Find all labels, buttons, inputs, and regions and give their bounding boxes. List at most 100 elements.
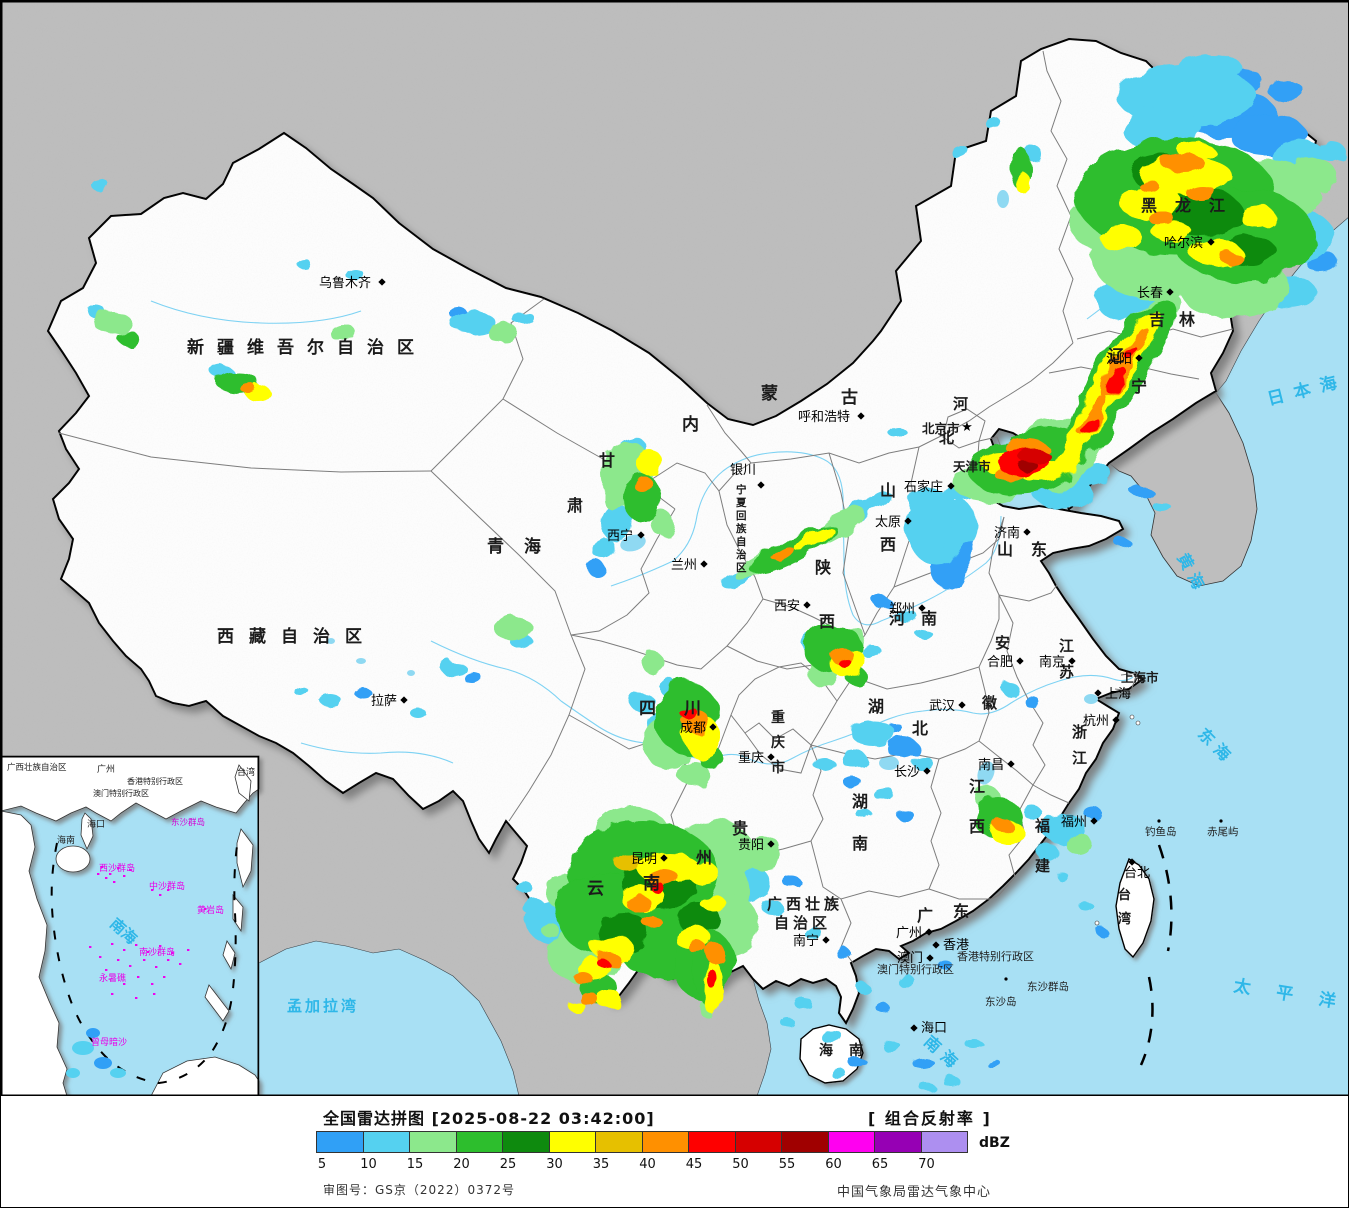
- radar-echo: [1289, 158, 1337, 194]
- city-label: 长春: [1137, 286, 1163, 301]
- radar-echo: [822, 1031, 844, 1045]
- province-label: 河南: [889, 609, 953, 628]
- province-border: [864, 446, 920, 636]
- radar-echo: [894, 808, 912, 818]
- radar-echo: [1037, 844, 1059, 862]
- city-marker: [700, 560, 708, 568]
- radar-echo: [964, 1038, 982, 1048]
- province-label: 湖: [868, 697, 884, 716]
- radar-echo: [830, 1068, 846, 1078]
- city-label: 成都: [680, 721, 706, 736]
- inset-radar-echoes: [66, 1028, 126, 1078]
- inset-land: [1, 755, 260, 1096]
- legend-panel: 全国雷达拼图 [2025-08-22 03:42:00] [ 组合反射率 ] 5…: [1, 1096, 1348, 1207]
- province-label: 辽: [1108, 346, 1125, 365]
- city-label: 武汉: [929, 699, 955, 714]
- province-label: 海南: [819, 1042, 879, 1059]
- city-marker: [923, 767, 931, 775]
- inset-label: 西沙群岛: [99, 862, 135, 874]
- city-marker: [767, 840, 775, 848]
- province-label: 州: [695, 848, 712, 867]
- province-border: [998, 594, 1030, 702]
- radar-echo: [1119, 187, 1183, 219]
- inset-label: 南沙群岛: [139, 946, 175, 958]
- inset-island-dot: [159, 945, 162, 947]
- province-label: 东: [953, 902, 969, 921]
- province-label: 云: [587, 879, 604, 899]
- city-marker: [1090, 817, 1098, 825]
- radar-echo: [874, 597, 892, 609]
- inset-label: 中沙群岛: [149, 880, 185, 892]
- city-marker: [1068, 657, 1076, 665]
- legend-value: 70: [918, 1157, 935, 1172]
- radar-echo: [1161, 154, 1205, 172]
- radar-echo: [985, 117, 1001, 129]
- inset-island-dot: [129, 965, 132, 967]
- map-area: 日本海 黄海 东海 南海 太平洋 孟加拉湾 新疆维吾尔自治区 西藏自治区 青海甘肃内蒙古宁夏回…: [1, 1, 1348, 1096]
- inset-island-dot: [143, 959, 146, 961]
- island-label: 东沙岛: [985, 995, 1017, 1008]
- province-label: 徽: [981, 694, 998, 712]
- inset-label: 海南: [57, 834, 75, 846]
- city-marker: [1128, 858, 1136, 866]
- city-label: 杭州: [1083, 714, 1109, 729]
- radar-echo: [889, 427, 907, 439]
- radar-echo-layer: [89, 54, 1345, 1092]
- city-label: 贵阳: [738, 838, 764, 853]
- city-label: 石家庄: [904, 479, 943, 495]
- province-border: [828, 452, 866, 636]
- radar-echo: [94, 312, 132, 334]
- city-marker: [857, 412, 865, 420]
- city-marker: [1007, 760, 1015, 768]
- inset-island-dot: [105, 969, 108, 971]
- map-title: 全国雷达拼图 [2025-08-22 03:42:00]: [323, 1109, 655, 1128]
- province-label: 江苏: [1059, 637, 1074, 681]
- city-label: 南京: [1039, 654, 1065, 670]
- inset-island-dot: [155, 966, 158, 968]
- radar-echo: [866, 491, 892, 511]
- inset-island-dot: [167, 959, 170, 961]
- radar-echo: [450, 312, 496, 334]
- province-border: [1114, 672, 1138, 692]
- province-label: 黑龙江: [1141, 196, 1243, 215]
- radar-echo: [487, 324, 519, 342]
- city-label: 太原: [875, 515, 901, 530]
- radar-echo: [1268, 81, 1304, 101]
- radar-echo: [1019, 462, 1039, 472]
- radar-echo: [647, 869, 679, 887]
- inset-island-dot: [99, 956, 102, 958]
- province-label: 蒙: [761, 383, 778, 404]
- sea-label: 孟加拉湾: [287, 997, 359, 1015]
- radar-echo: [920, 1084, 936, 1092]
- capital-star-marker: ★: [961, 420, 973, 435]
- inset-island-dot: [137, 976, 140, 978]
- province-label: 古: [841, 387, 858, 408]
- province-border: [744, 732, 812, 774]
- province-label: 重庆市: [771, 709, 785, 776]
- province-label: 陕: [815, 558, 831, 577]
- city-marker: [822, 936, 830, 944]
- legend-value: 15: [406, 1157, 424, 1172]
- city-marker: [660, 854, 668, 862]
- radar-echo: [1082, 415, 1096, 435]
- city-marker: [918, 604, 926, 612]
- radar-echo: [1125, 346, 1137, 360]
- city-label: 济南: [994, 525, 1020, 541]
- radar-echo: [1220, 252, 1242, 264]
- province-border: [642, 462, 752, 492]
- radar-echo: [894, 972, 912, 984]
- radar-echo: [840, 749, 866, 767]
- province-label: 广西壮族: [767, 895, 843, 913]
- island-label: 香港特别行政区: [957, 949, 1034, 963]
- radar-echo: [884, 1042, 902, 1054]
- legend-value: 50: [732, 1157, 749, 1172]
- legend-value: 30: [546, 1157, 563, 1172]
- province-border: [928, 758, 942, 890]
- map-approval-number: 审图号：GS京（2022）0372号: [323, 1183, 515, 1197]
- city-marker: [1094, 689, 1102, 697]
- province-label: 福建: [1034, 817, 1051, 875]
- radar-echo: [296, 688, 310, 698]
- inset-island-dot: [111, 943, 114, 945]
